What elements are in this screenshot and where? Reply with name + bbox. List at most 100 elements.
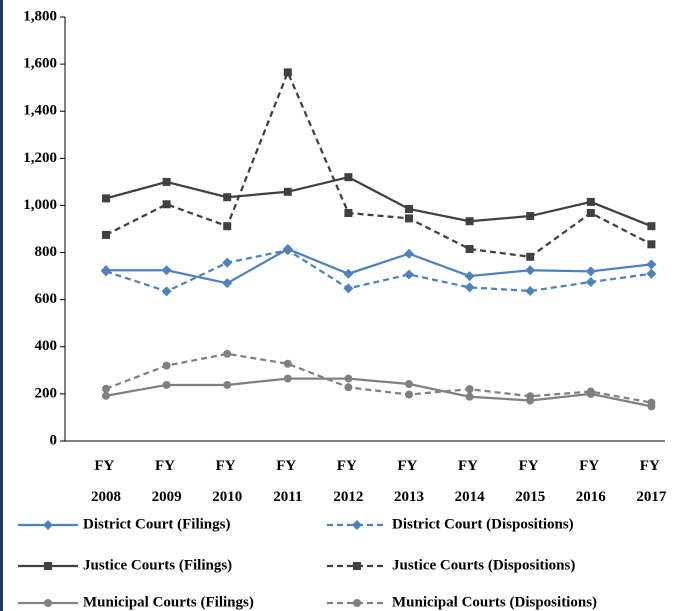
series-line [106,247,652,285]
legend-marker [353,562,361,570]
x-tick-label: FY 2012 [333,458,363,505]
series [101,244,657,289]
series [102,173,656,231]
point [647,240,656,249]
series-line [105,352,652,404]
x-tick-label: FY 2014 [455,458,486,505]
point [585,266,596,277]
x-tick-label: FY 2013 [394,458,424,505]
x-tick-label: FY 2010 [212,458,242,505]
x-tick-label: FY 2017 [636,458,667,505]
page-border [0,0,3,611]
point [465,245,474,254]
series-line [105,69,652,258]
point [283,187,292,196]
y-tick-label: 1,000 [23,197,57,213]
y-tick-label: 1,800 [23,8,57,24]
point [162,177,171,186]
series [101,245,657,297]
x-tick-label: FY 2011 [273,458,302,505]
point [525,265,536,276]
point [646,259,657,270]
point [404,248,414,259]
point [405,390,413,399]
point [465,385,474,394]
point [344,383,353,392]
series [102,68,656,261]
legend-label: Justice Courts (Filings) [83,557,232,573]
point [223,349,232,358]
y-tick-label: 600 [35,291,58,307]
y-tick-label: 200 [35,385,58,401]
point [223,380,232,389]
point [647,398,656,407]
point [282,245,293,256]
point [586,197,595,206]
legend-marker [44,599,52,607]
x-tick-label: FY 2008 [91,458,121,505]
y-tick-label: 1,600 [23,56,57,72]
point [405,214,413,223]
point [647,222,656,231]
point [343,268,354,279]
point [283,374,292,383]
point [586,208,595,217]
y-tick-label: 800 [35,244,58,260]
y-tick-label: 0 [50,432,58,448]
series [102,374,656,411]
series-line [105,249,652,293]
point [344,173,353,182]
legend-label: Municipal Courts (Filings) [83,594,254,610]
series-line [105,175,652,228]
legend-label: Justice Courts (Dispositions) [392,557,575,573]
point [102,391,110,400]
legend-marker [353,599,361,607]
legend-marker [43,520,53,530]
x-tick-label: FY 2015 [515,458,545,505]
point [464,271,475,282]
y-tick-label: 400 [35,338,58,354]
point [102,194,110,203]
point [102,384,110,393]
point [586,387,595,396]
series-line [105,377,652,408]
point [283,359,292,368]
point [526,252,535,261]
point [222,257,233,268]
legend-marker [352,520,362,530]
point [344,208,353,217]
legend-label: District Court (Dispositions) [392,516,574,532]
point [161,286,172,297]
point [101,266,111,277]
x-tick-label: FY 2009 [152,458,182,505]
y-tick-label: 1,400 [23,103,57,119]
legend-marker [44,562,52,570]
point [585,277,596,287]
series [102,349,656,407]
point [162,380,171,389]
point [343,283,354,294]
legend-label: District Court (Filings) [83,516,230,532]
point [404,269,414,280]
point [223,222,232,231]
point [526,212,535,221]
point [344,374,353,383]
point [465,217,474,226]
x-tick-label: FY 2016 [576,458,607,505]
point [526,392,535,401]
point [464,282,475,293]
point [161,265,172,276]
point [525,285,536,296]
point [405,204,413,213]
point [405,379,413,388]
y-tick-label: 1,200 [23,150,57,166]
point [102,230,110,239]
legend-label: Municipal Courts (Dispositions) [392,594,597,610]
point [283,68,292,77]
point [465,392,474,401]
point [646,268,657,279]
point [162,361,171,370]
point [222,278,233,289]
point [223,193,232,202]
